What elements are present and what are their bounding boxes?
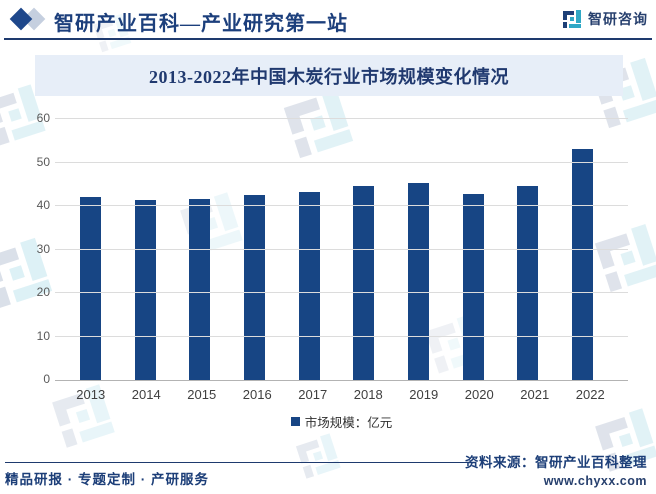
gridline-40: [55, 205, 628, 206]
header-divider: [4, 38, 652, 40]
bar-slot-2015: [172, 119, 227, 380]
gridline-20: [55, 292, 628, 293]
bar-slot-2019: [391, 119, 446, 380]
y-tick-label-30: 30: [36, 241, 50, 256]
bar-2018: [353, 185, 375, 380]
gridline-60: [55, 118, 628, 119]
gridline-30: [55, 248, 628, 250]
diamond-logo-icon: [9, 7, 50, 31]
footer-divider: [5, 462, 471, 463]
x-tick-label-2015: 2015: [187, 387, 217, 402]
bar-2017: [298, 192, 320, 380]
website-link[interactable]: www.chyxx.com: [543, 474, 647, 488]
bar-slot-2022: [555, 119, 610, 380]
x-axis-labels: 2013 2014 2015 2016 2017 2018 2019 2020 2021 2022: [63, 387, 618, 402]
bar-slot-2021: [501, 119, 556, 380]
x-tick-label-2013: 2013: [76, 387, 106, 402]
y-tick-label-20: 20: [36, 285, 50, 299]
y-tick-label-50: 50: [36, 154, 50, 169]
bar-2016: [243, 195, 265, 380]
y-tick-label-40: 40: [36, 198, 50, 212]
footer-source-block: 资料来源：智研产业百科整理 www.chyxx.com: [465, 451, 647, 488]
bar-2022: [572, 148, 594, 380]
bar-2013: [79, 197, 101, 380]
watermark-logo-icon: [293, 431, 343, 481]
zhiyan-logo-icon: [562, 9, 582, 29]
gridline-50: [55, 161, 628, 163]
bar-slot-2017: [282, 119, 337, 380]
legend-marker-icon: [290, 416, 300, 426]
x-tick-label-2019: 2019: [409, 387, 439, 402]
x-tick-label-2014: 2014: [131, 387, 161, 402]
x-tick-label-2022: 2022: [575, 387, 605, 402]
brand-logo: 智研咨询: [562, 9, 648, 29]
bar-slot-2020: [446, 119, 501, 380]
x-tick-label-2021: 2021: [520, 387, 550, 402]
legend-label: 市场规模：亿元: [304, 415, 393, 430]
y-tick-label-0: 0: [43, 372, 50, 386]
y-tick-label-10: 10: [36, 328, 50, 343]
header: 智研产业百科—产业研究第一站 智研咨询: [0, 0, 656, 40]
x-tick-label-2016: 2016: [242, 387, 272, 402]
bar-2015: [189, 199, 211, 380]
bar-2014: [134, 199, 156, 380]
bar-slot-2013: [63, 119, 118, 380]
chart-title-banner: 2013-2022年中国木炭行业市场规模变化情况: [35, 55, 623, 96]
bar-2021: [517, 186, 539, 380]
bar-2019: [408, 183, 430, 380]
plot-area: [55, 118, 628, 381]
data-source: 资料来源：智研产业百科整理: [465, 455, 647, 470]
y-tick-label-60: 60: [36, 111, 50, 125]
footer-services: 精品研报 · 专题定制 · 产研服务: [5, 472, 209, 487]
x-tick-label-2017: 2017: [298, 387, 328, 402]
chart-title: 2013-2022年中国木炭行业市场规模变化情况: [149, 66, 509, 87]
bar-slot-2018: [337, 119, 392, 380]
site-title: 智研产业百科—产业研究第一站: [54, 13, 348, 35]
bar-series: [63, 119, 610, 380]
bar-slot-2016: [227, 119, 282, 380]
x-tick-label-2018: 2018: [353, 387, 383, 402]
chart-legend: 市场规模：亿元: [55, 413, 628, 430]
bar-2020: [462, 194, 484, 380]
x-tick-label-2020: 2020: [464, 387, 494, 402]
bar-slot-2014: [118, 119, 173, 380]
brand-name: 智研咨询: [588, 11, 648, 27]
gridline-10: [55, 335, 628, 337]
